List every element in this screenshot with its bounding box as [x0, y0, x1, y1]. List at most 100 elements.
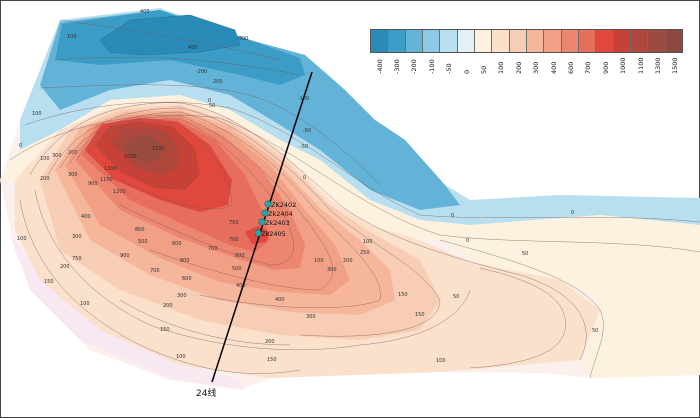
contour-label: 400 [275, 297, 285, 303]
legend-swatch [440, 30, 458, 52]
contour-label: 100 [363, 239, 373, 245]
well-label: Zk2405 [261, 230, 286, 238]
legend-value-label: 200 [514, 61, 523, 74]
contour-label: 200 [265, 339, 275, 345]
section-line-label: 24线 [196, 387, 216, 399]
legend-value-label: -100 [427, 59, 436, 74]
legend-value-label: 50 [480, 65, 489, 74]
contour-label: 1500 [152, 146, 165, 152]
contour-label: -50 [303, 128, 311, 134]
contour-label: 300 [72, 234, 82, 240]
legend-swatch [665, 30, 682, 52]
contour-label: 800 [135, 227, 145, 233]
legend-value-label: -300 [393, 59, 402, 74]
contour-label: 100 [314, 258, 324, 264]
legend-swatch [648, 30, 666, 52]
legend-value-label: -400 [375, 59, 384, 74]
legend-value-label: 0 [462, 69, 471, 74]
contour-label: 50 [453, 294, 459, 300]
contour-label: 150 [398, 292, 408, 298]
well-label: Zk2404 [268, 210, 293, 218]
contour-label: 300 [327, 267, 337, 273]
contour-label: -200 [196, 69, 207, 75]
contour-label: 200 [343, 258, 353, 264]
legend-swatch [509, 30, 527, 52]
contour-label: 0 [571, 210, 574, 216]
contour-lines [9, 19, 700, 379]
contour-label: 300 [306, 314, 316, 320]
legend-value-label: -50 [445, 63, 454, 74]
well-marker [261, 209, 269, 217]
region-neg-400 [99, 14, 241, 56]
legend-swatch [596, 30, 614, 52]
contour-label: 150 [415, 312, 425, 318]
legend-value-label: 1000 [619, 57, 628, 74]
contour-label: 500 [232, 266, 242, 272]
legend-swatch [561, 30, 579, 52]
contour-label: 150 [160, 327, 170, 333]
contour-label: 200 [163, 303, 173, 309]
contour-label: 0 [303, 175, 306, 181]
contour-label: 100 [176, 354, 186, 360]
legend-value-label: 700 [584, 61, 593, 74]
contour-label: 800 [180, 258, 190, 264]
contour-label: 600 [182, 276, 192, 282]
contour-label: 100 [40, 156, 50, 162]
legend-swatch [422, 30, 441, 52]
contour-label: 0 [451, 213, 454, 219]
contour-label: 50 [592, 328, 598, 334]
contour-label: 400 [81, 214, 91, 220]
well-marker [258, 218, 266, 226]
contour-label: 300 [52, 153, 62, 159]
legend-swatch [578, 30, 597, 52]
contour-label: 300 [177, 293, 187, 299]
contour-label: 200 [40, 176, 50, 182]
legend-value-label: 400 [549, 61, 558, 74]
contour-label: 700 [208, 246, 218, 252]
contour-label: 500 [138, 239, 148, 245]
legend-swatch [492, 30, 510, 52]
contour-label: 450 [188, 45, 198, 51]
contour-label: 400 [140, 9, 150, 15]
legend-swatch [613, 30, 631, 52]
legend-value-label: 600 [566, 61, 575, 74]
contour-label: -50 [300, 144, 308, 150]
contour-labels: 400 450 100 -300 -200 200 -100 0 50 100 … [17, 9, 598, 364]
legend-value-label: 1100 [636, 57, 645, 74]
region-east-cream [440, 240, 700, 378]
section-line [211, 71, 313, 383]
legend-value-label: 1300 [653, 57, 662, 74]
contour-label: 1000 [124, 154, 137, 160]
contour-label: 150 [44, 279, 54, 285]
contour-label: 150 [267, 357, 277, 363]
color-legend: -400 -300 -200 -100 -50 0 50 100 200 300 400 600 700… [370, 29, 683, 74]
contour-label: 900 [88, 181, 98, 187]
contour-label: 600 [235, 253, 245, 259]
contour-label: 1100 [100, 177, 113, 183]
region-pos-1500 [122, 135, 163, 163]
contour-label: 100 [17, 236, 27, 242]
legend-value-label: -200 [410, 59, 419, 74]
legend-swatch [388, 30, 406, 52]
contour-label: 0 [466, 238, 469, 244]
contour-label: 0 [208, 98, 211, 104]
contour-label: 750 [72, 256, 82, 262]
contour-label: 100 [436, 358, 446, 364]
legend-swatch [544, 30, 562, 52]
contour-label: 700 [150, 268, 160, 274]
legend-swatch [405, 30, 423, 52]
legend-value-label: 100 [497, 61, 506, 74]
well-marker [254, 229, 262, 237]
legend-value-label: 900 [601, 61, 610, 74]
contour-label: 1200 [113, 189, 126, 195]
contour-label: -300 [237, 36, 248, 42]
contour-label: 50 [209, 103, 215, 109]
contour-label: 100 [32, 111, 42, 117]
contour-label: 100 [80, 301, 90, 307]
contour-label: 100 [67, 34, 77, 40]
legend-swatch [526, 30, 545, 52]
legend-swatch [457, 30, 475, 52]
well-label: ZK2402 [271, 201, 296, 209]
